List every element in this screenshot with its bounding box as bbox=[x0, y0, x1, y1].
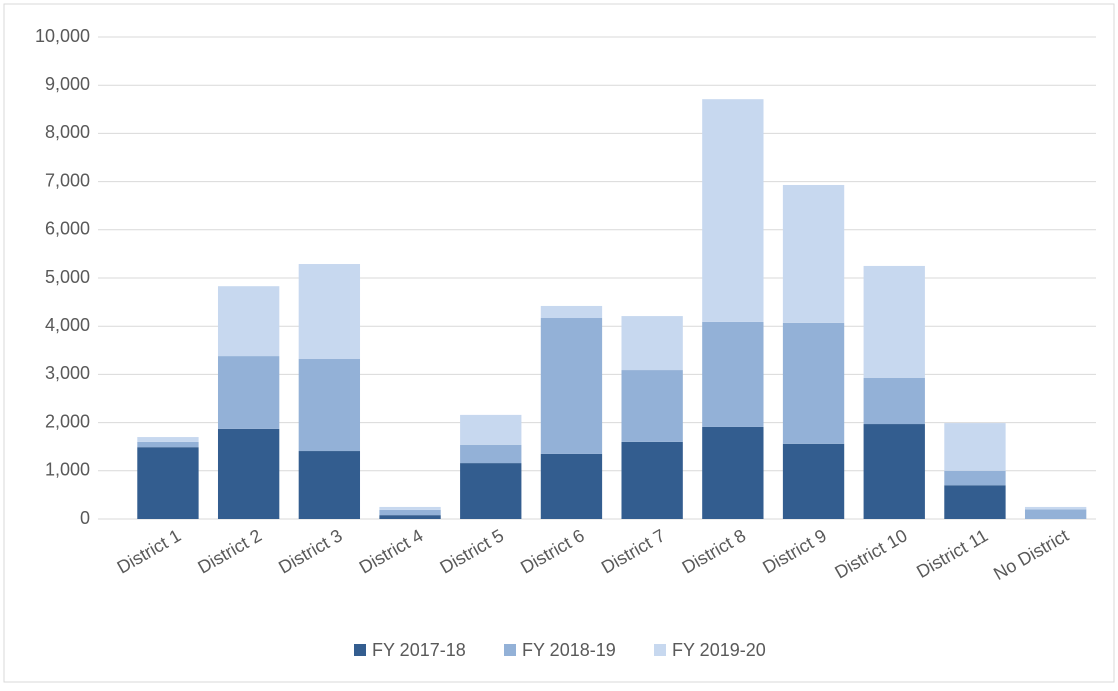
bar-segment bbox=[1024, 506, 1087, 510]
bar-segment bbox=[137, 437, 199, 442]
y-tick-label: 5,000 bbox=[45, 267, 90, 287]
bar-segment bbox=[379, 509, 441, 516]
y-tick-label: 0 bbox=[80, 508, 90, 528]
bar-segment bbox=[460, 463, 522, 519]
bar-segment bbox=[460, 444, 522, 464]
legend-swatch bbox=[654, 644, 666, 656]
bar-segment bbox=[621, 441, 683, 519]
legend-swatch bbox=[354, 644, 366, 656]
bar-segment bbox=[621, 316, 683, 371]
legend-label: FY 2018-19 bbox=[522, 640, 616, 660]
y-tick-label: 8,000 bbox=[45, 122, 90, 142]
y-tick-label: 7,000 bbox=[45, 170, 90, 190]
bar-segment bbox=[782, 322, 845, 444]
bar-segment bbox=[702, 321, 764, 427]
bar-segment bbox=[379, 506, 441, 510]
bar-segment bbox=[217, 428, 280, 519]
bar-segment bbox=[298, 358, 361, 452]
bar-segment bbox=[782, 184, 845, 323]
bar-segment bbox=[217, 356, 280, 429]
bar-segment bbox=[460, 414, 522, 445]
legend-label: FY 2017-18 bbox=[372, 640, 466, 660]
bar-segment bbox=[621, 370, 683, 442]
bar-segment bbox=[863, 265, 925, 378]
bar-segment bbox=[540, 318, 603, 454]
y-tick-label: 10,000 bbox=[35, 26, 90, 46]
bar-segment bbox=[863, 424, 925, 519]
y-tick-label: 6,000 bbox=[45, 219, 90, 239]
bar-segment bbox=[944, 423, 1006, 471]
bar-segment bbox=[137, 441, 199, 448]
legend-label: FY 2019-20 bbox=[672, 640, 766, 660]
y-tick-label: 2,000 bbox=[45, 411, 90, 431]
bar-segment bbox=[782, 443, 845, 519]
bar-segment bbox=[540, 453, 603, 519]
bar-segment bbox=[1024, 509, 1087, 519]
legend-swatch bbox=[504, 644, 516, 656]
bar-segment bbox=[944, 485, 1006, 519]
bar-segment bbox=[137, 447, 199, 519]
y-tick-label: 1,000 bbox=[45, 460, 90, 480]
bar-segment bbox=[298, 451, 361, 519]
bar-segment bbox=[944, 470, 1006, 486]
bar-segment bbox=[863, 377, 925, 425]
bar-segment bbox=[540, 305, 603, 319]
y-tick-label: 9,000 bbox=[45, 74, 90, 94]
y-tick-label: 4,000 bbox=[45, 315, 90, 335]
bar-segment bbox=[702, 99, 764, 322]
bar-segment bbox=[298, 264, 361, 359]
bar-segment bbox=[702, 426, 764, 519]
y-tick-label: 3,000 bbox=[45, 363, 90, 383]
bar-segment bbox=[217, 286, 280, 357]
bar-segment bbox=[379, 515, 441, 519]
